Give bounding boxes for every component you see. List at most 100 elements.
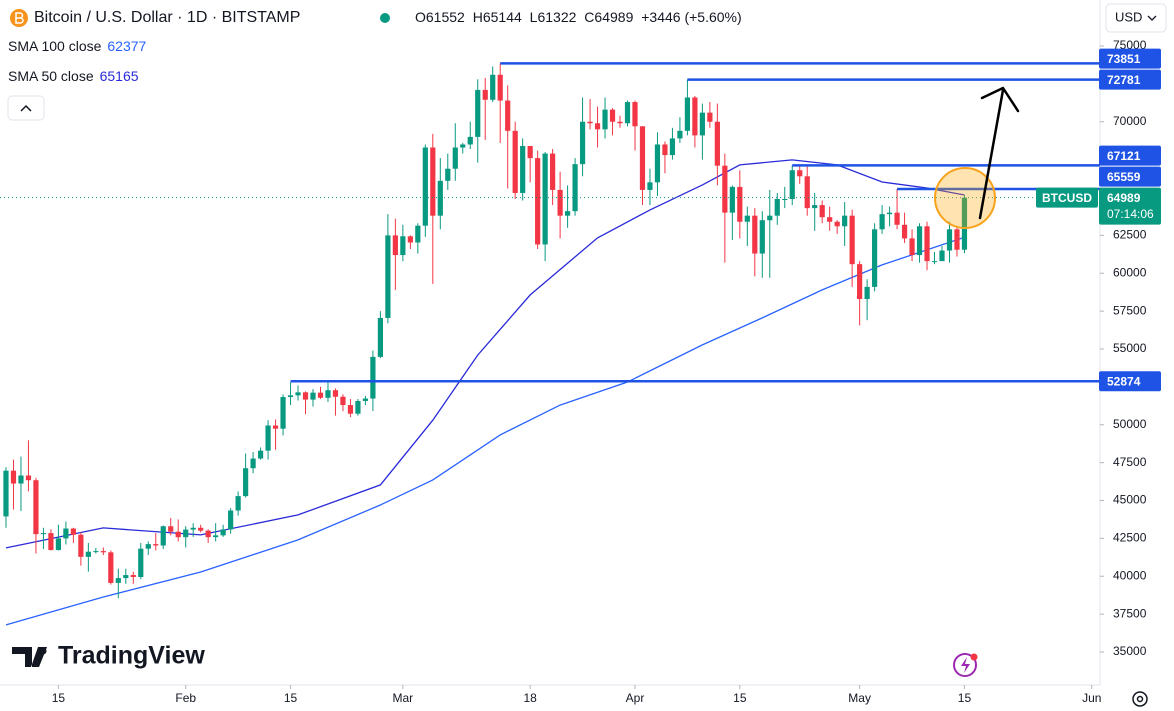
candle-body	[415, 225, 421, 243]
candle-body	[609, 109, 616, 122]
candle-body	[213, 535, 219, 538]
ohlc-label: L	[530, 9, 538, 25]
candle-body	[939, 250, 945, 262]
candle-body	[482, 89, 488, 100]
y-tick-label: 50000	[1113, 417, 1147, 431]
candle-body	[332, 390, 339, 397]
settings-glyph	[1136, 695, 1144, 703]
candle-body	[946, 229, 953, 251]
candle-body	[557, 189, 563, 216]
currency-label[interactable]: USD	[1115, 9, 1142, 24]
candle-body	[797, 170, 803, 177]
candle-body	[347, 405, 354, 414]
candle-body	[864, 286, 870, 300]
collapse-button[interactable]	[7, 95, 45, 121]
ohlc-value: 64989	[594, 9, 633, 25]
ohlc-label: O	[415, 9, 426, 25]
indicator-value: 62377	[107, 38, 146, 54]
symbol-title[interactable]: Bitcoin / U.S. Dollar · 1D · BITSTAMP	[34, 9, 300, 26]
change: +3446 (+5.60%)	[641, 9, 741, 25]
indicator-name: SMA 50 close	[8, 68, 94, 84]
candle-body	[228, 510, 234, 530]
price-label: 64989	[1107, 191, 1141, 205]
candle-body	[535, 158, 541, 245]
y-tick-label: 40000	[1113, 568, 1147, 582]
level-label-box	[1099, 69, 1161, 90]
candle-body	[400, 236, 406, 256]
candle-body	[235, 496, 241, 511]
candle-body	[40, 533, 47, 535]
candle-body	[954, 229, 960, 250]
candle-body	[153, 544, 159, 546]
brand-logo-dot	[39, 647, 47, 655]
indicator-legend-item: SMA 50 close 65165	[8, 68, 139, 84]
candle-body	[872, 229, 878, 287]
price-label-box	[1099, 187, 1161, 225]
x-tick-label: 15	[284, 691, 298, 705]
level-label: 67121	[1107, 149, 1141, 163]
candle-body	[744, 215, 750, 222]
candle-body	[63, 528, 69, 539]
sma-line	[5, 159, 965, 549]
candle-body	[490, 74, 496, 100]
candle-body	[722, 165, 728, 213]
level-label: 52874	[1107, 374, 1141, 388]
candle-body	[692, 97, 698, 136]
candle-body	[460, 144, 466, 148]
candle-body	[392, 235, 398, 256]
y-tick-label: 70000	[1113, 114, 1147, 128]
candle-body	[886, 212, 893, 215]
candle-body	[55, 538, 62, 551]
candle-body	[33, 480, 39, 535]
candle-body	[849, 215, 855, 265]
candle-body	[272, 425, 279, 429]
candle-body	[295, 392, 301, 396]
candle-body	[707, 112, 713, 122]
alerts-glyph	[961, 657, 970, 673]
currency-button[interactable]	[1105, 3, 1167, 33]
plot-area	[0, 62, 1100, 626]
candle-body	[340, 396, 346, 406]
settings-button[interactable]	[1132, 691, 1148, 707]
candle-body	[422, 147, 428, 226]
level-label: 65559	[1107, 170, 1141, 184]
market-status[interactable]	[380, 13, 390, 23]
candle-body	[108, 552, 114, 583]
candle-body	[445, 168, 451, 181]
level-label-box	[1099, 371, 1161, 392]
candle-body	[804, 176, 810, 209]
arrow	[978, 86, 1020, 220]
ohlc-label: H	[473, 9, 483, 25]
x-tick-label: May	[848, 691, 871, 705]
x-tick-label: Jun	[1082, 691, 1101, 705]
candle-body	[639, 126, 646, 190]
candle-body	[145, 544, 151, 549]
candle-body	[894, 212, 900, 225]
candle-body	[190, 527, 196, 530]
candle-body	[699, 112, 705, 136]
candle-body	[325, 390, 331, 398]
level-label-box	[1099, 48, 1161, 69]
candle-body	[220, 529, 226, 536]
y-tick-label: 62500	[1113, 228, 1147, 242]
candle-body	[924, 226, 930, 262]
x-tick-label: Feb	[175, 691, 196, 705]
candle-body	[842, 215, 848, 227]
alerts-badge	[970, 653, 978, 661]
candle-body	[782, 199, 788, 201]
candle-body	[138, 548, 144, 578]
candle-body	[160, 526, 166, 546]
ohlc-value: 65144	[483, 9, 522, 25]
candle-body	[789, 170, 795, 200]
y-tick-label: 55000	[1113, 341, 1147, 355]
candle-body	[265, 425, 271, 451]
x-tick-label: Apr	[626, 691, 645, 705]
candle-body	[437, 180, 443, 216]
candle-body	[594, 123, 601, 130]
candle-body	[916, 226, 923, 256]
candle-body	[542, 153, 548, 245]
candle-body	[579, 121, 586, 165]
candle-body	[25, 475, 32, 481]
